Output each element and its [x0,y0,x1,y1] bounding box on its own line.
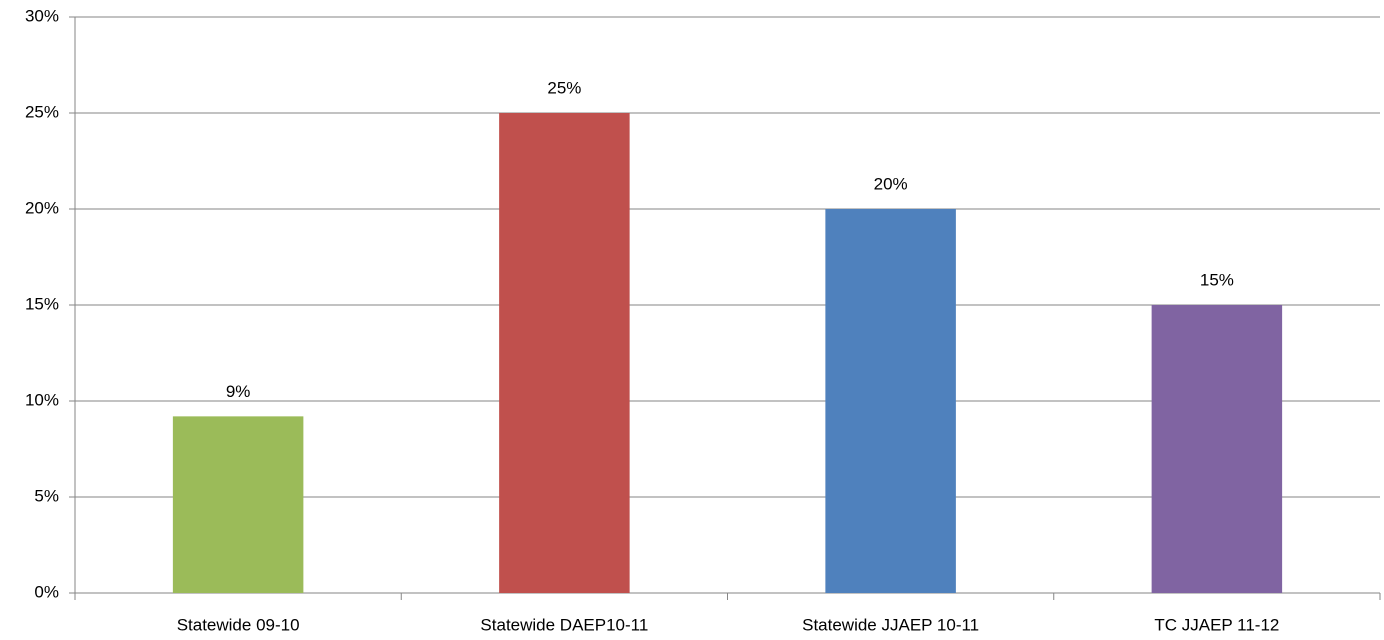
y-tick-label: 5% [34,486,59,505]
x-tick-label: TC JJAEP 11-12 [1154,615,1279,634]
data-label: 25% [547,78,581,97]
y-tick-label: 25% [25,102,59,121]
x-tick-label: Statewide JJAEP 10-11 [802,615,979,634]
y-tick-label: 30% [25,6,59,25]
y-tick-label: 20% [25,198,59,217]
bar [499,113,630,593]
y-tick-label: 0% [34,582,59,601]
y-tick-label: 15% [25,294,59,313]
bar [825,209,956,593]
bar [172,416,304,593]
data-label: 15% [1200,270,1234,289]
y-tick-label: 10% [25,390,59,409]
x-tick-label: Statewide 09-10 [177,615,300,634]
bar [1151,305,1283,593]
data-label: 9% [226,382,251,401]
data-label: 20% [874,174,908,193]
x-tick-label: Statewide DAEP10-11 [480,615,648,634]
